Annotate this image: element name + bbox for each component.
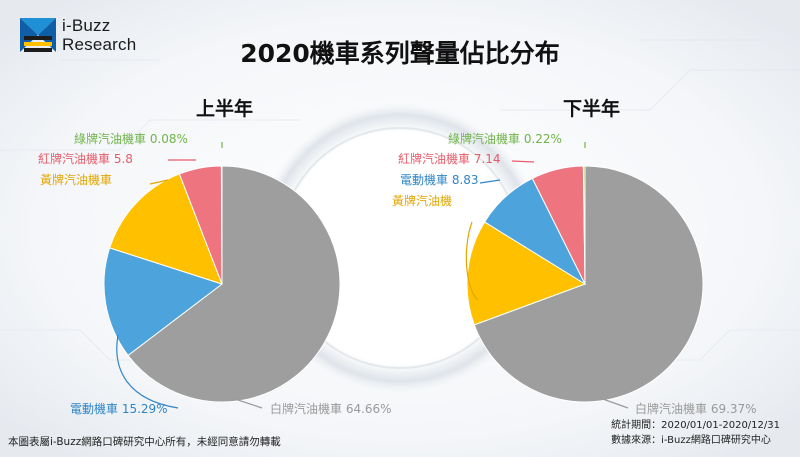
data-source: 數據來源：i-Buzz網路口碑研究中心 bbox=[611, 435, 771, 446]
page-title: 2020機車系列聲量佔比分布 bbox=[240, 39, 560, 68]
pie-slice-黃牌汽油機車 bbox=[109, 173, 223, 285]
slice-label-紅牌汽油機車: 紅牌汽油機車 5.8 bbox=[38, 151, 133, 166]
leader-line-白牌汽油機車 bbox=[599, 397, 629, 409]
leader-line-紅牌汽油機車 bbox=[511, 160, 535, 163]
slice-label-紅牌汽油機車: 紅牌汽油機車 7.14 bbox=[398, 151, 501, 166]
pie-slice-白牌汽油機車 bbox=[473, 165, 704, 403]
copyright-note: 本圖表屬i-Buzz網路口碑研究中心所有，未經同意請勿轉載 bbox=[8, 436, 281, 448]
logo-line1: i-Buzz bbox=[62, 16, 111, 35]
slice-label-電動機車: 電動機車 15.29% bbox=[70, 401, 168, 416]
slice-label-白牌汽油機車: 白牌汽油機車 64.66% bbox=[270, 401, 392, 416]
leader-line-黃牌汽油機車 bbox=[465, 221, 479, 301]
pie-chart-2: 白牌汽油機車 69.37% 黃牌汽油機 電動機車 8.83 紅牌汽油機車 7.14 綠牌… bbox=[392, 131, 757, 416]
slice-label-綠牌汽油機車: 綠牌汽油機車 0.08% bbox=[74, 131, 188, 146]
slice-label-黃牌汽油機車: 黃牌汽油機 bbox=[392, 193, 452, 208]
slice-label-電動機車: 電動機車 8.83 bbox=[400, 172, 479, 187]
logo-line2: Research bbox=[62, 35, 137, 54]
ibuzz-logo-icon bbox=[20, 18, 56, 52]
stat-period: 統計期間：2020/01/01-2020/12/31 bbox=[611, 420, 780, 431]
slice-label-綠牌汽油機車: 綠牌汽油機車 0.22% bbox=[448, 131, 562, 146]
leader-line-黃牌汽油機車 bbox=[149, 179, 169, 185]
slice-label-黃牌汽油機車: 黃牌汽油機車 bbox=[40, 172, 112, 187]
leader-line-白牌汽油機車 bbox=[231, 397, 263, 409]
chart-title-h2: 下半年 bbox=[563, 98, 621, 120]
pie-chart-1: 白牌汽油機車 64.66% 電動機車 15.29% 黃牌汽油機車 紅牌汽油機車 5.8… bbox=[38, 131, 392, 416]
footer-meta: 統計期間：2020/01/01-2020/12/31 數據來源：i-Buzz網路… bbox=[611, 418, 780, 448]
logo: i-Buzz Research bbox=[20, 16, 136, 54]
leader-line-電動機車 bbox=[479, 179, 501, 184]
leader-line-電動機車 bbox=[116, 334, 179, 409]
chart-title-h1: 上半年 bbox=[196, 98, 254, 120]
slice-label-白牌汽油機車: 白牌汽油機車 69.37% bbox=[635, 401, 757, 416]
pie-slice-綠牌汽油機車 bbox=[582, 165, 586, 285]
pie-slice-白牌汽油機車 bbox=[127, 165, 341, 403]
pie-slice-綠牌汽油機車 bbox=[220, 165, 223, 285]
